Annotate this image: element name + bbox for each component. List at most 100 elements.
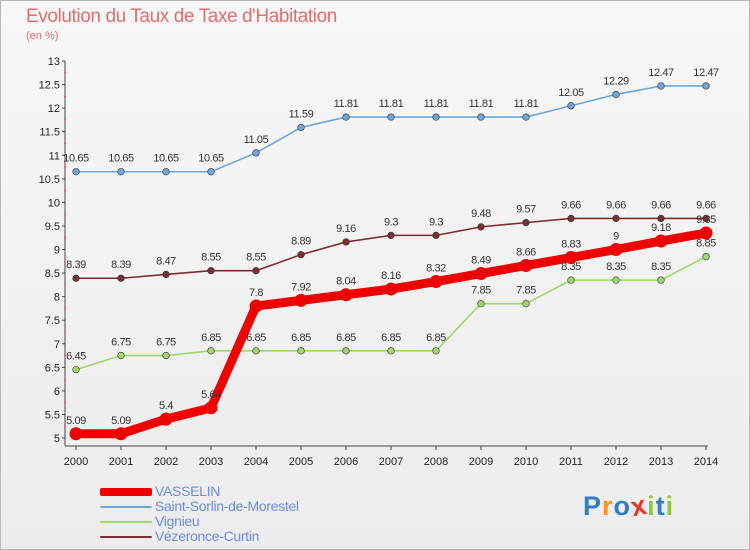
y-minor-tick (64, 142, 66, 145)
data-label-saint-sorlin-de-morestel: 12.47 (648, 67, 674, 79)
data-label-vasselin: 8.49 (471, 255, 491, 267)
data-label-saint-sorlin-de-morestel: 12.29 (603, 75, 629, 87)
data-point-vezeronce-curtin (387, 231, 395, 239)
data-label-saint-sorlin-de-morestel: 11.81 (379, 98, 404, 110)
data-label-vezeronce-curtin: 9.3 (384, 216, 398, 228)
data-label-vezeronce-curtin: 9.66 (561, 199, 581, 211)
data-point-vezeronce-curtin (567, 214, 575, 222)
data-point-vasselin (609, 243, 623, 256)
data-point-vezeronce-curtin (612, 214, 620, 222)
legend-label: VASSELIN (155, 483, 221, 499)
y-tick-label: 12 (48, 103, 60, 115)
y-minor-tick (64, 189, 66, 192)
data-label-vasselin: 5.09 (66, 415, 86, 427)
data-label-vezeronce-curtin: 9.66 (606, 199, 626, 211)
data-point-vignieu (612, 276, 620, 284)
data-point-vasselin (654, 234, 668, 248)
data-point-vignieu (657, 276, 665, 284)
logo-letter: o (613, 491, 632, 521)
x-tick-label: 2009 (469, 456, 493, 468)
data-label-vignieu: 8.35 (651, 261, 671, 273)
y-tick-label: 8.5 (45, 268, 60, 280)
data-label-vezeronce-curtin: 9.3 (429, 216, 443, 228)
logo-letter: i (647, 491, 656, 521)
y-minor-tick (64, 95, 66, 98)
y-minor-tick (64, 213, 66, 216)
data-label-vasselin: 9.18 (651, 222, 671, 234)
proxiti-logo: Proxiti (583, 490, 675, 523)
data-point-vasselin (249, 299, 263, 313)
data-point-vignieu (387, 347, 395, 355)
data-point-saint-sorlin-de-morestel (567, 102, 575, 110)
data-point-vignieu (702, 252, 710, 261)
x-tick-label: 2002 (154, 456, 178, 468)
data-label-vignieu: 6.85 (336, 332, 356, 344)
data-label-vezeronce-curtin: 8.55 (201, 252, 221, 264)
data-point-vignieu (522, 300, 530, 308)
data-label-vasselin: 8.83 (561, 239, 581, 251)
x-tick-label: 2005 (289, 456, 313, 468)
chart-title: Evolution du Taux de Taxe d'Habitation (26, 6, 337, 27)
data-label-vignieu: 6.75 (156, 337, 176, 349)
data-label-vignieu: 8.85 (696, 238, 716, 250)
data-label-vezeronce-curtin: 9.48 (471, 208, 491, 220)
data-point-saint-sorlin-de-morestel (162, 168, 170, 176)
logo-letter: i (665, 491, 675, 521)
data-point-vezeronce-curtin (342, 238, 350, 246)
y-minor-tick (64, 331, 66, 333)
data-label-vezeronce-curtin: 9.16 (336, 223, 356, 235)
data-point-saint-sorlin-de-morestel (432, 113, 440, 121)
data-label-vasselin: 7.92 (291, 281, 311, 293)
y-tick-label: 9.5 (45, 221, 60, 233)
y-minor-tick (64, 71, 66, 74)
data-point-vezeronce-curtin (207, 267, 215, 275)
legend-label: Vézeronce-Curtin (155, 528, 260, 544)
y-minor-tick (64, 119, 66, 121)
y-minor-tick (64, 307, 66, 310)
data-point-vasselin (204, 401, 218, 415)
data-point-vasselin (474, 267, 488, 281)
data-label-vignieu: 8.35 (561, 261, 581, 273)
data-label-vasselin: 8.32 (426, 263, 446, 275)
data-label-vasselin: 8.16 (381, 270, 401, 282)
data-point-vezeronce-curtin (297, 251, 305, 259)
data-point-vasselin (69, 427, 83, 441)
data-label-vezeronce-curtin: 9.66 (651, 199, 671, 211)
data-label-saint-sorlin-de-morestel: 10.65 (108, 153, 134, 165)
data-point-vezeronce-curtin (657, 214, 665, 222)
y-tick-label: 10 (48, 197, 60, 209)
data-label-vasselin: 7.8 (249, 287, 263, 299)
legend-swatch (100, 521, 152, 523)
x-tick-label: 2011 (559, 456, 583, 468)
data-label-saint-sorlin-de-morestel: 10.65 (153, 153, 179, 165)
data-point-vignieu (117, 351, 125, 360)
data-label-vignieu: 6.75 (111, 337, 131, 349)
y-minor-tick (64, 378, 66, 380)
data-point-saint-sorlin-de-morestel (72, 168, 80, 176)
data-point-vezeronce-curtin (432, 231, 440, 239)
data-label-saint-sorlin-de-morestel: 10.65 (198, 153, 224, 165)
y-tick-label: 13 (48, 56, 60, 68)
data-point-vignieu (162, 351, 170, 360)
data-label-vasselin: 8.66 (516, 247, 536, 259)
data-point-saint-sorlin-de-morestel (612, 90, 620, 99)
data-point-vasselin (294, 293, 308, 307)
data-label-vezeronce-curtin: 9.57 (516, 204, 536, 216)
data-point-vasselin (564, 251, 578, 265)
data-point-vignieu (342, 347, 350, 355)
data-label-vezeronce-curtin: 9.66 (696, 199, 716, 211)
y-tick-label: 9 (54, 245, 60, 257)
data-label-vezeronce-curtin: 8.47 (156, 255, 176, 267)
data-label-vezeronce-curtin: 8.89 (291, 236, 311, 248)
data-point-vasselin (114, 427, 128, 441)
legend-label: Saint-Sorlin-de-Morestel (155, 498, 299, 514)
data-point-saint-sorlin-de-morestel (657, 82, 665, 90)
data-point-saint-sorlin-de-morestel (342, 113, 350, 121)
data-label-saint-sorlin-de-morestel: 11.05 (244, 134, 269, 146)
data-label-vignieu: 6.85 (201, 332, 221, 344)
legend-label: Vignieu (155, 513, 200, 529)
data-point-vasselin (384, 282, 398, 296)
data-point-vignieu (477, 300, 485, 308)
